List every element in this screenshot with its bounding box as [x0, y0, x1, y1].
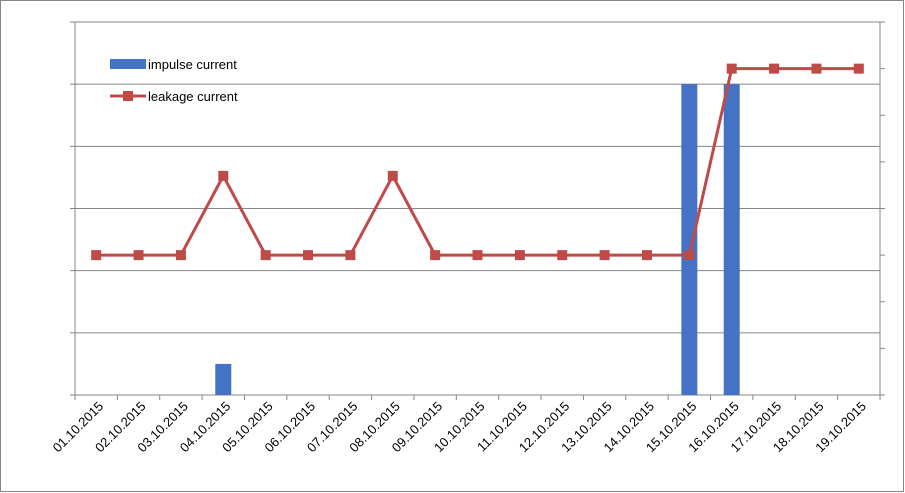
marker	[345, 250, 356, 261]
bar	[681, 84, 698, 396]
bar	[723, 84, 740, 396]
marker	[769, 63, 780, 74]
legend-label: leakage current	[148, 89, 238, 104]
marker	[387, 170, 398, 181]
marker	[599, 250, 610, 261]
marker	[684, 250, 695, 261]
bar	[215, 363, 232, 395]
marker	[430, 250, 441, 261]
marker	[133, 250, 144, 261]
legend-swatch	[110, 59, 146, 69]
marker	[472, 250, 483, 261]
marker	[811, 63, 822, 74]
marker	[303, 250, 314, 261]
marker	[175, 250, 186, 261]
marker	[641, 250, 652, 261]
marker	[91, 250, 102, 261]
marker	[218, 170, 229, 181]
legend-label: impulse current	[148, 57, 237, 72]
marker	[514, 250, 525, 261]
marker	[260, 250, 271, 261]
marker	[557, 250, 568, 261]
legend-swatch	[123, 91, 133, 101]
marker	[726, 63, 737, 74]
marker	[853, 63, 864, 74]
